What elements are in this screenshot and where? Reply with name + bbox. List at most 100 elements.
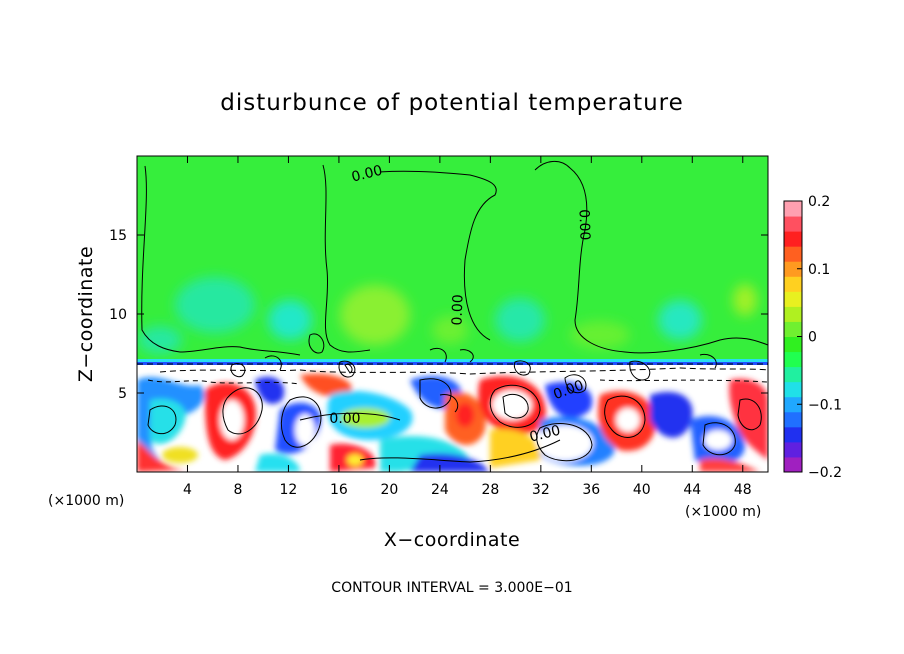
y-tick-label: 10	[109, 307, 127, 323]
colorbar-tick-label: 0.1	[808, 262, 830, 278]
contour-line	[439, 394, 459, 413]
contour-line	[359, 439, 561, 463]
contour-line	[419, 378, 452, 409]
eddy	[545, 381, 593, 418]
warm-patch	[733, 284, 757, 316]
contour-line	[159, 367, 768, 375]
inversion-cyan	[137, 359, 768, 364]
x-unit-label-right: (×1000 m)	[685, 504, 761, 520]
contour-line	[344, 363, 353, 374]
eddy	[456, 403, 474, 427]
contour-line	[280, 396, 322, 448]
colorbar-swatch	[784, 411, 802, 428]
cool-patch	[138, 326, 182, 354]
contour-interval-note: CONTOUR INTERVAL = 3.000E−01	[331, 580, 572, 596]
eddy	[729, 378, 768, 460]
colorbar-swatch	[784, 426, 802, 443]
contour-line	[459, 349, 474, 363]
colorbar-tick-label: 0	[808, 330, 817, 346]
contour-line	[299, 412, 401, 421]
x-tick-label: 48	[734, 482, 752, 498]
colorbar-tick-label: 0.2	[808, 194, 830, 210]
contour-line	[147, 379, 301, 385]
colorbar-swatch	[784, 351, 802, 368]
colorbar-swatch	[784, 381, 802, 398]
contour-line	[702, 422, 736, 456]
contour-line	[489, 384, 541, 428]
x-tick-label: 24	[431, 482, 449, 498]
colorbar-swatch	[784, 396, 802, 413]
x-tick-label: 36	[582, 482, 600, 498]
colorbar-tick-label: −0.2	[808, 465, 842, 481]
x-tick-label: 16	[330, 482, 348, 498]
cool-patch	[495, 298, 545, 342]
colorbar-tick-label: −0.1	[808, 397, 842, 413]
contour-line	[534, 161, 768, 354]
x-axis: 4 8 12 16 20 24 28 32 36 40 44 48	[183, 156, 752, 498]
x-axis-label: X−coordinate	[384, 529, 520, 551]
colorbar-swatch	[784, 306, 802, 322]
warm-patch	[340, 285, 410, 345]
contour-line	[629, 360, 651, 381]
colorbar-swatch	[784, 441, 802, 458]
eddy	[347, 454, 363, 466]
contour-line	[338, 360, 356, 378]
eddy-core	[295, 414, 315, 446]
eddy	[162, 447, 198, 463]
eddy	[300, 373, 352, 397]
contour-line	[699, 353, 717, 369]
eddy-core	[220, 400, 244, 440]
colorbar-swatch	[784, 231, 802, 247]
y-tick-label: 15	[109, 228, 127, 244]
x-tick-label: 4	[183, 482, 192, 498]
warm-patch	[432, 316, 468, 344]
y-axis: 5 10 15	[109, 228, 768, 402]
contour-line	[604, 395, 646, 438]
eddy-core	[704, 430, 732, 450]
eddy	[700, 458, 760, 472]
contour-label: 0.00	[575, 209, 592, 241]
chart-title: disturbunce of potential temperature	[220, 90, 684, 116]
x-tick-label: 12	[280, 482, 298, 498]
x-tick-label: 20	[380, 482, 398, 498]
eddy	[137, 440, 190, 472]
x-tick-label: 8	[233, 482, 242, 498]
eddy	[255, 376, 285, 404]
warm-patch	[570, 321, 630, 349]
contour-label: 0.00	[449, 294, 466, 326]
colorbar-swatch	[784, 336, 802, 353]
colorbar-swatch	[784, 366, 802, 383]
colorbar-swatch	[784, 216, 802, 232]
heatmap-field	[137, 156, 768, 472]
contour-line	[264, 355, 282, 371]
upper-layer-variations	[138, 277, 757, 354]
eddy	[150, 398, 186, 444]
colorbar-swatch	[784, 261, 802, 277]
cool-patch	[658, 300, 702, 340]
eddy-core	[616, 408, 640, 432]
contour-line	[502, 393, 529, 419]
contour-line	[322, 164, 371, 353]
colorbar-swatch	[784, 291, 802, 307]
contour-label: 0.00	[350, 163, 384, 186]
contour-line	[141, 165, 301, 356]
y-axis-label: Z−coordinate	[75, 246, 97, 382]
x-tick-label: 28	[481, 482, 499, 498]
eddy-core	[537, 425, 593, 461]
contour-line	[564, 374, 587, 394]
x-unit-label-left: (×1000 m)	[48, 493, 124, 509]
colorbar-swatch	[784, 246, 802, 262]
eddy	[650, 391, 693, 438]
contour-line	[308, 333, 325, 354]
colorbar-swatch	[784, 456, 802, 473]
contour-line	[737, 398, 762, 431]
colorbar-swatch	[784, 321, 802, 337]
contour-line	[230, 362, 246, 378]
colorbar-swatch	[784, 201, 802, 217]
y-tick-label: 5	[118, 386, 127, 402]
cool-patch	[268, 300, 312, 340]
cool-patch	[175, 277, 255, 333]
contour-line	[536, 423, 593, 462]
x-tick-label: 32	[532, 482, 550, 498]
